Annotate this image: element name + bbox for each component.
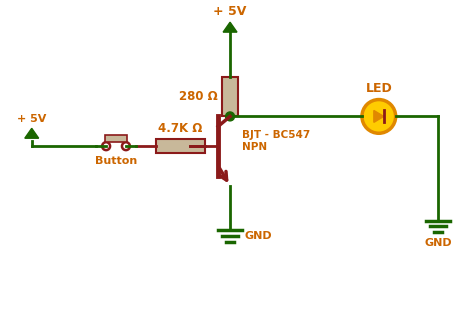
Polygon shape — [374, 111, 384, 122]
FancyBboxPatch shape — [105, 135, 127, 142]
Circle shape — [362, 100, 396, 133]
Text: Button: Button — [95, 156, 137, 166]
FancyBboxPatch shape — [155, 139, 205, 153]
Text: GND: GND — [245, 231, 273, 241]
Text: + 5V: + 5V — [213, 5, 247, 18]
Polygon shape — [223, 22, 237, 32]
Text: + 5V: + 5V — [17, 114, 46, 124]
Polygon shape — [25, 128, 39, 138]
Text: 4.7K Ω: 4.7K Ω — [158, 122, 203, 135]
Text: GND: GND — [425, 238, 452, 248]
FancyBboxPatch shape — [222, 77, 238, 117]
Text: 280 Ω: 280 Ω — [180, 90, 218, 103]
Circle shape — [226, 112, 235, 121]
Text: LED: LED — [365, 82, 392, 95]
Text: BJT - BC547
NPN: BJT - BC547 NPN — [242, 130, 310, 152]
